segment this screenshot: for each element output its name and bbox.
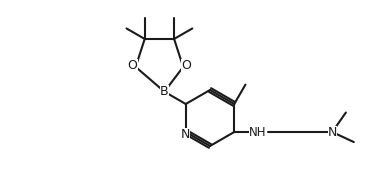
Text: B: B (160, 85, 169, 98)
Text: O: O (181, 59, 191, 72)
Text: NH: NH (249, 126, 267, 139)
Text: O: O (128, 59, 137, 72)
Text: N: N (328, 126, 337, 139)
Text: N: N (180, 128, 190, 141)
